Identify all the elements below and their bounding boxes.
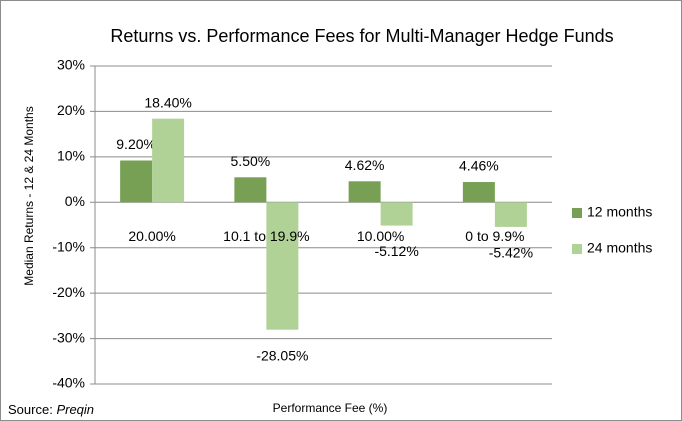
y-tick-label: 30% xyxy=(57,57,85,73)
value-label: 18.40% xyxy=(144,94,191,110)
legend-swatch xyxy=(572,244,582,254)
value-label: 9.20% xyxy=(116,136,156,152)
value-label: 4.62% xyxy=(345,157,385,173)
value-label: 4.46% xyxy=(459,158,499,174)
bar xyxy=(494,202,527,227)
legend-label: 12 months xyxy=(587,204,652,220)
value-label: -5.42% xyxy=(489,245,533,261)
value-label: 5.50% xyxy=(231,153,271,169)
value-label: -28.05% xyxy=(256,347,308,363)
chart-title: Returns vs. Performance Fees for Multi-M… xyxy=(110,26,613,46)
x-tick-label: 20.00% xyxy=(128,228,175,244)
x-tick-label: 10.00% xyxy=(357,228,404,244)
x-axis-title: Performance Fee (%) xyxy=(273,401,388,415)
source-name: Preqin xyxy=(56,402,94,417)
bar xyxy=(234,177,267,203)
y-tick-label: -40% xyxy=(52,375,85,391)
legend-swatch xyxy=(572,208,582,218)
y-axis-title: Median Returns - 12 & 24 Months xyxy=(22,106,36,285)
bar xyxy=(266,202,299,330)
y-tick-label: -10% xyxy=(52,238,85,254)
source: Source: Preqin xyxy=(8,402,94,417)
x-tick-label: 0 to 9.9% xyxy=(465,228,524,244)
y-tick-label: 20% xyxy=(57,102,85,118)
y-tick-label: -20% xyxy=(52,284,85,300)
bar xyxy=(152,118,185,203)
y-tick-label: 10% xyxy=(57,148,85,164)
x-tick-label: 10.1 to 19.9% xyxy=(223,228,309,244)
bar xyxy=(462,182,495,203)
bar xyxy=(120,160,153,203)
bar xyxy=(348,181,381,203)
y-tick-label: 0% xyxy=(65,193,85,209)
legend-label: 24 months xyxy=(587,240,652,256)
source-label: Source: xyxy=(8,402,53,417)
value-label: -5.12% xyxy=(374,243,418,259)
bar xyxy=(380,202,413,226)
y-tick-label: -30% xyxy=(52,329,85,345)
